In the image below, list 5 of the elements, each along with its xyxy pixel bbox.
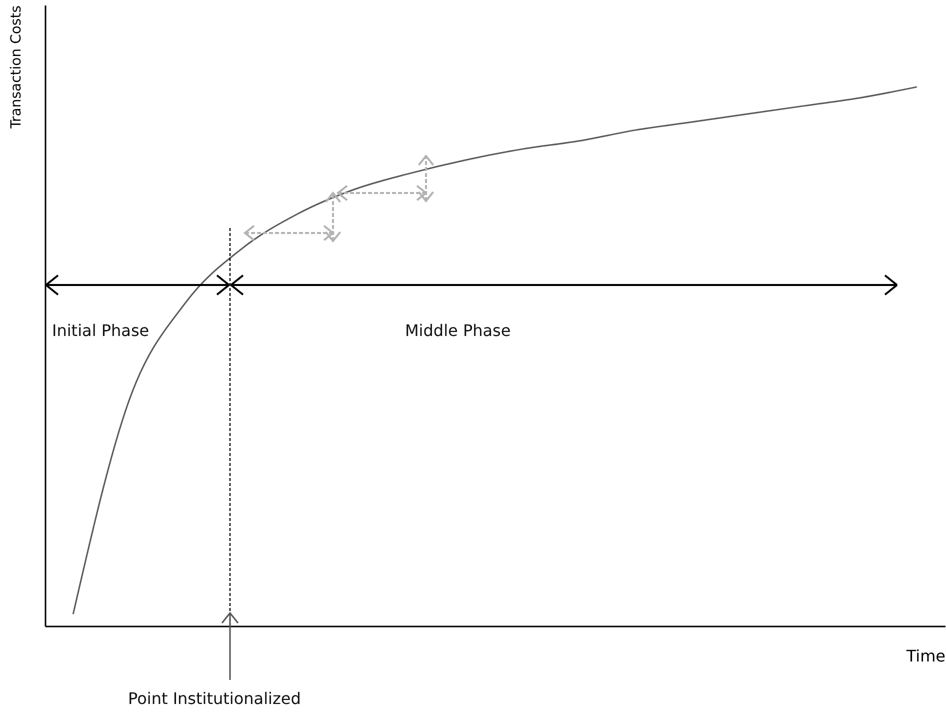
text: Point Institutionalized <box>128 689 301 708</box>
x-axis-title: Time <box>905 646 946 666</box>
annotation: Initial Phase <box>52 321 150 340</box>
annotation: Middle Phase <box>405 321 511 340</box>
y-axis-title: Transaction Costs <box>8 6 24 130</box>
